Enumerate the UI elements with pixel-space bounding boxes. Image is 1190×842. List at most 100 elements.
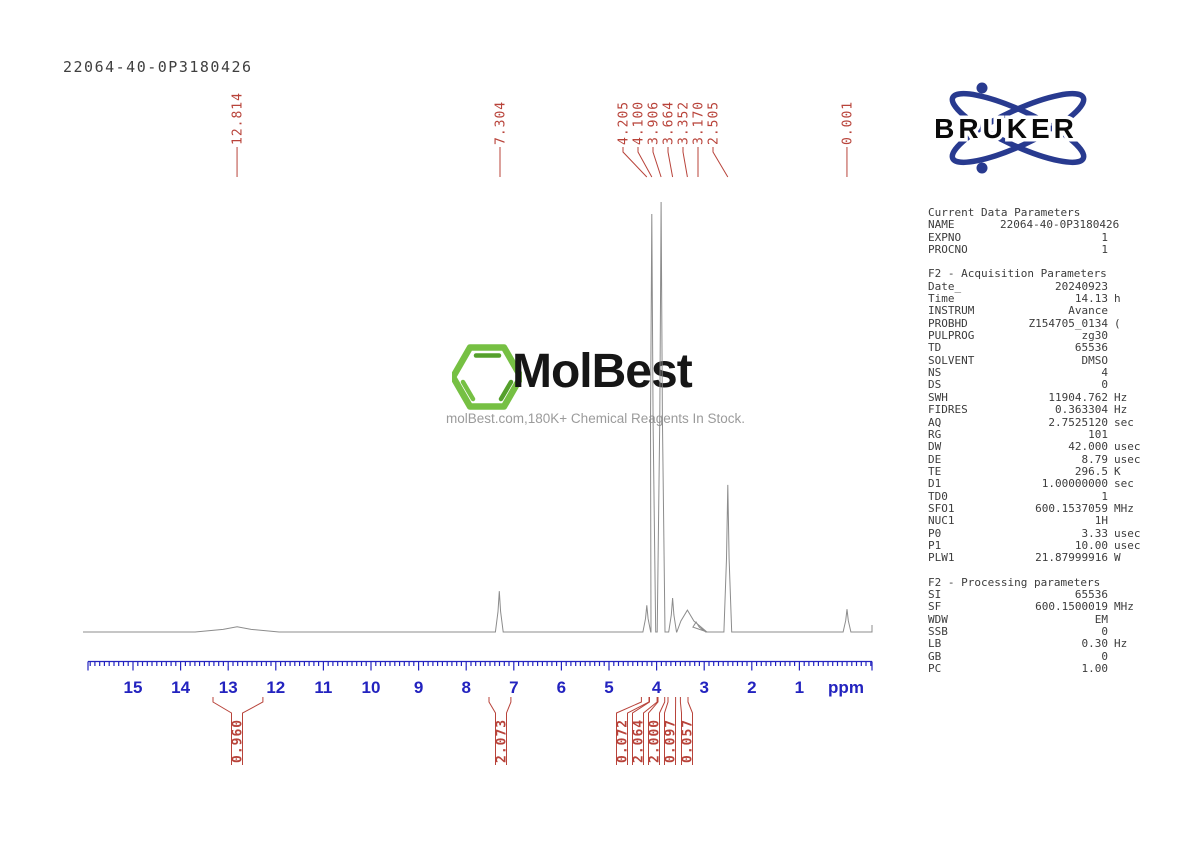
- param-row: TE 296.5 K: [928, 464, 1154, 478]
- param-value: 1H: [1094, 514, 1108, 528]
- parameters-panel: Current Data Parameters NAME 22064-40-0P31…: [928, 206, 1154, 687]
- param-value: 20240923: [1055, 279, 1108, 293]
- param-value: 0.363304: [1055, 403, 1108, 417]
- peak-label-connector: [637, 147, 653, 178]
- param-name: PROCNO: [928, 243, 968, 257]
- param-name: EXPNO: [928, 230, 962, 244]
- param-unit: [1108, 367, 1154, 379]
- param-row: TD0 1: [928, 489, 1154, 503]
- param-row: PROCNO 1: [928, 243, 1154, 257]
- param-unit: MHz: [1114, 501, 1134, 515]
- param-unit: usec: [1114, 526, 1141, 540]
- param-unit: h: [1114, 292, 1121, 306]
- integral-bracket: [648, 697, 666, 765]
- integrals: 0.960 2.073 0.072 2.064 2.000 0.097 0.057: [212, 697, 696, 765]
- param-name: P1: [928, 538, 942, 552]
- param-row: EXPNO 1: [928, 230, 1154, 244]
- param-value: 101: [1088, 427, 1108, 441]
- axis-tick-label: 3: [699, 678, 708, 697]
- param-name: GB: [928, 649, 942, 663]
- param-row: DS 0: [928, 378, 1154, 392]
- axis-tick-label: 8: [461, 678, 470, 697]
- param-row: P0 3.33 usec: [928, 526, 1154, 540]
- sample-title: 22064-40-0P3180426: [63, 58, 253, 76]
- param-row: FIDRES 0.363304 Hz: [928, 403, 1154, 417]
- param-name: DW: [928, 440, 942, 454]
- param-name: RG: [928, 427, 942, 441]
- integral-bracket: [679, 697, 693, 765]
- peak-label: 2.505: [707, 101, 722, 145]
- param-unit: sec: [1114, 477, 1134, 491]
- param-value: 1.00000000: [1041, 477, 1108, 491]
- param-value: 600.1500019: [1035, 600, 1108, 614]
- peak-label-connector: [682, 147, 688, 178]
- param-unit: sec: [1114, 415, 1134, 429]
- integral-bracket: [632, 697, 658, 765]
- param-unit: [1108, 663, 1154, 675]
- param-unit: [1108, 305, 1154, 317]
- bruker-logo: BRUKER: [931, 82, 1087, 174]
- peak-label-connector: [652, 147, 662, 178]
- param-row: SI 65536: [928, 587, 1154, 601]
- param-value: 21.87999916: [1035, 551, 1108, 565]
- param-value: 65536: [1074, 341, 1108, 355]
- param-row: LB 0.30 Hz: [928, 637, 1154, 650]
- param-value: 1: [1101, 489, 1108, 503]
- peak-label: 4.100: [632, 101, 647, 145]
- param-row: AQ 2.7525120 sec: [928, 415, 1154, 429]
- params-section: F2 - Processing parameters SI 65536 SF 600.1…: [928, 576, 1154, 676]
- param-name: PLW1: [928, 551, 955, 565]
- axis-tick-label: 5: [604, 678, 613, 697]
- param-value: 1: [1101, 230, 1108, 244]
- param-row: DE 8.79 usec: [928, 452, 1154, 466]
- param-value: EM: [1094, 612, 1108, 626]
- param-unit: usec: [1114, 538, 1141, 552]
- param-row: PULPROG zg30: [928, 329, 1154, 343]
- param-row: SOLVENT DMSO: [928, 353, 1154, 367]
- params-section: F2 - Acquisition Parameters Date_ 20240923…: [928, 267, 1154, 565]
- param-name: INSTRUM: [928, 304, 975, 318]
- molbest-tagline: molBest.com,180K+ Chemical Reagents In S…: [446, 411, 746, 426]
- param-name: SSB: [928, 625, 948, 638]
- param-row: D1 1.00000000 sec: [928, 477, 1154, 491]
- molbest-hexagon-icon: [452, 344, 522, 410]
- param-unit: W: [1114, 551, 1121, 565]
- param-name: D1: [928, 477, 942, 491]
- params-section-header: F2 - Acquisition Parameters: [928, 267, 1107, 281]
- param-name: Time: [928, 292, 955, 306]
- param-name: DS: [928, 378, 942, 392]
- param-row: NUC1 1H: [928, 514, 1154, 528]
- param-name: SFO1: [928, 501, 955, 515]
- param-name: DE: [928, 452, 942, 466]
- axis-unit-label: ppm: [828, 678, 864, 697]
- param-row: SF 600.1500019 MHz: [928, 600, 1154, 614]
- param-name: P0: [928, 526, 942, 540]
- param-name: TD0: [928, 489, 948, 503]
- param-value: DMSO: [1081, 353, 1109, 367]
- peak-label: 0.001: [840, 101, 855, 145]
- integral-value: 2.064: [632, 719, 647, 763]
- integral-value: 2.000: [648, 719, 663, 763]
- param-unit: (: [1114, 316, 1121, 330]
- param-value: 0: [1101, 625, 1108, 638]
- integral-value: 2.073: [495, 719, 510, 763]
- param-name: PULPROG: [928, 329, 975, 343]
- param-row: Time 14.13 h: [928, 292, 1154, 306]
- param-name: SI: [928, 587, 942, 601]
- param-value: 0: [1101, 378, 1108, 392]
- param-unit: K: [1114, 464, 1121, 478]
- param-unit: MHz: [1114, 600, 1134, 614]
- param-unit: [1108, 342, 1154, 354]
- param-unit: Hz: [1114, 403, 1128, 417]
- param-name: PROBHD: [928, 316, 968, 330]
- param-value: 3.33: [1081, 526, 1109, 540]
- params-section: Current Data Parameters NAME 22064-40-0P31…: [928, 206, 1154, 257]
- param-value: 1.00: [1081, 662, 1109, 676]
- param-value: 1: [1101, 243, 1108, 257]
- peak-label: 3.906: [647, 101, 662, 145]
- param-unit: [1108, 232, 1154, 244]
- param-row: NAME 22064-40-0P3180426: [928, 218, 1154, 231]
- param-value: Z154705_0134: [1028, 316, 1108, 330]
- param-row: P1 10.00 usec: [928, 538, 1154, 552]
